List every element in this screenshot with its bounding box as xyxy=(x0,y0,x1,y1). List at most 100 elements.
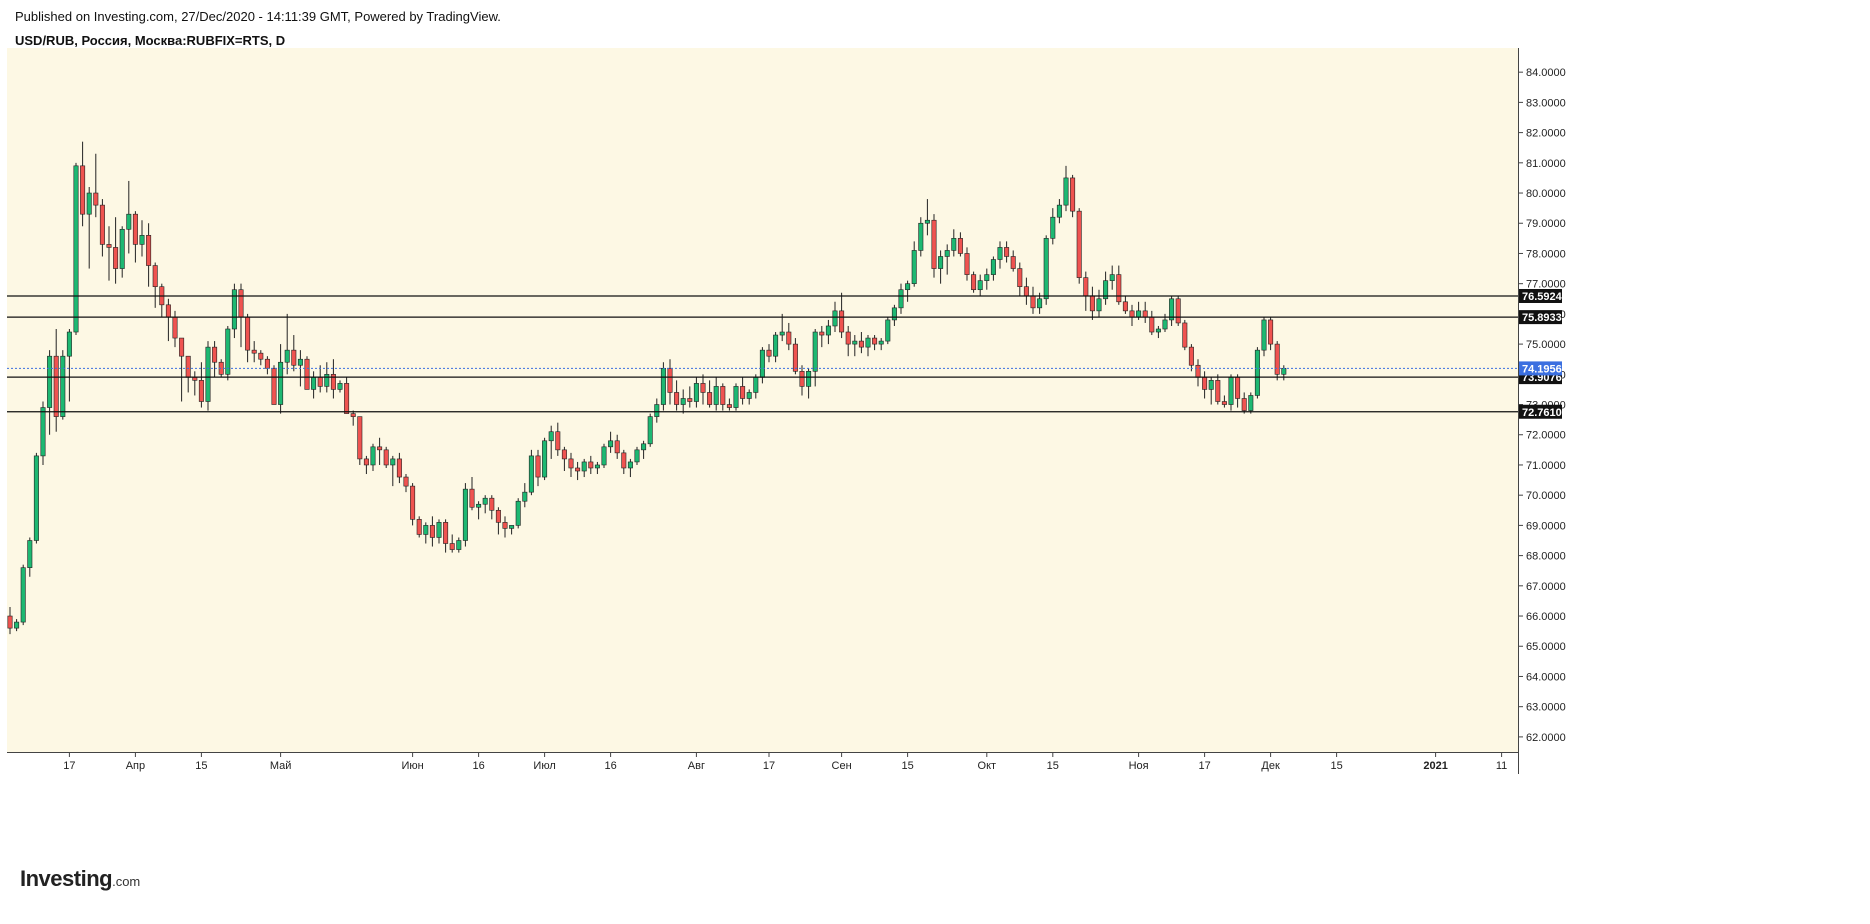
candle-down xyxy=(687,398,693,402)
candle-up xyxy=(1169,298,1175,321)
x-tick-label: Окт xyxy=(978,760,997,772)
candle-up xyxy=(436,522,442,538)
candle-down xyxy=(403,476,409,487)
candle-up xyxy=(977,280,983,291)
candle-down xyxy=(7,615,13,629)
candle-up xyxy=(885,319,891,342)
candle-down xyxy=(614,440,620,454)
candle-up xyxy=(753,377,759,393)
x-tick-label: Апр xyxy=(126,760,145,772)
candle-down xyxy=(317,377,323,387)
y-tick-label: 80.0000 xyxy=(1526,188,1566,200)
candle-down xyxy=(172,316,178,339)
candle-down xyxy=(198,380,204,402)
candle-up xyxy=(205,346,211,402)
candle-up xyxy=(225,328,231,375)
current-price-label-bg xyxy=(1519,361,1562,376)
candle-up xyxy=(693,383,699,402)
candle-down xyxy=(740,386,746,399)
y-tick-label: 68.0000 xyxy=(1526,551,1566,563)
candle-down xyxy=(1182,322,1188,348)
candle-up xyxy=(997,247,1003,260)
candle-down xyxy=(1268,319,1274,345)
y-tick-label: 62.0000 xyxy=(1526,732,1566,744)
x-tick-label: 16 xyxy=(472,760,484,772)
y-tick-label: 69.0000 xyxy=(1526,520,1566,532)
candle-down xyxy=(1004,247,1010,257)
candle-down xyxy=(396,458,402,478)
candle-down xyxy=(1195,364,1201,378)
candle-down xyxy=(212,346,218,363)
candle-down xyxy=(964,253,970,275)
candle-up xyxy=(60,355,66,417)
candle-up xyxy=(812,331,818,372)
candle-up xyxy=(832,310,838,327)
candle-down xyxy=(766,349,772,357)
candle-down xyxy=(1083,277,1089,297)
candle-down xyxy=(93,192,99,206)
candle-up xyxy=(119,228,125,269)
candle-down xyxy=(1274,343,1280,375)
chart-symbol-title: USD/RUB, Россия, Москва:RUBFIX=RTS, D xyxy=(15,33,286,48)
candle-down xyxy=(330,374,336,390)
candle-up xyxy=(126,213,132,230)
candle-down xyxy=(53,355,59,417)
level-label-bg xyxy=(1519,310,1562,325)
candle-up xyxy=(423,525,429,535)
candle-up xyxy=(990,259,996,275)
x-tick-label: 15 xyxy=(195,760,207,772)
candle-up xyxy=(878,340,884,345)
candle-up xyxy=(20,567,26,623)
y-tick-label: 77.0000 xyxy=(1526,279,1566,291)
candle-down xyxy=(1215,380,1221,402)
candle-up xyxy=(1162,319,1168,330)
candle-up xyxy=(905,283,911,291)
candle-down xyxy=(1142,310,1148,318)
candle-up xyxy=(773,334,779,357)
candle-up xyxy=(522,491,528,502)
y-tick-label: 72.0000 xyxy=(1526,430,1566,442)
candle-down xyxy=(621,452,627,469)
candle-down xyxy=(350,413,356,417)
candle-down xyxy=(238,289,244,318)
candle-down xyxy=(588,461,594,469)
candle-up xyxy=(297,358,303,366)
candle-down xyxy=(957,238,963,254)
y-tick-label: 64.0000 xyxy=(1526,671,1566,683)
candle-up xyxy=(390,458,396,466)
candle-up xyxy=(1208,380,1214,390)
candle-down xyxy=(667,367,673,393)
candle-up xyxy=(231,289,237,330)
candle-up xyxy=(984,274,990,281)
candle-down xyxy=(858,340,864,348)
candle-down xyxy=(489,497,495,511)
x-tick-label: 17 xyxy=(1198,760,1210,772)
candle-up xyxy=(806,370,812,387)
candle-down xyxy=(1202,377,1208,390)
candle-up xyxy=(509,525,515,529)
logo-name: Investing xyxy=(20,866,113,891)
candle-up xyxy=(746,392,752,399)
y-tick-label: 63.0000 xyxy=(1526,702,1566,714)
candle-down xyxy=(561,449,567,460)
candle-up xyxy=(713,386,719,405)
candle-up xyxy=(1261,319,1267,351)
x-tick-label: Ноя xyxy=(1129,760,1149,772)
candle-up xyxy=(14,621,20,629)
investing-logo: Investing.com xyxy=(20,866,140,892)
candle-up xyxy=(654,404,660,417)
candle-up xyxy=(634,449,640,463)
candle-up xyxy=(542,440,548,478)
y-tick-label: 84.0000 xyxy=(1526,67,1566,79)
candle-down xyxy=(146,235,152,266)
x-tick-label: 16 xyxy=(604,760,616,772)
candle-down xyxy=(443,522,449,544)
y-tick-label: 67.0000 xyxy=(1526,581,1566,593)
level-label-bg xyxy=(1519,288,1562,303)
candle-down xyxy=(165,304,171,318)
candle-down xyxy=(363,458,369,466)
candle-down xyxy=(258,352,264,360)
published-info: Published on Investing.com, 27/Dec/2020 … xyxy=(15,9,501,24)
candle-up xyxy=(1037,298,1043,309)
